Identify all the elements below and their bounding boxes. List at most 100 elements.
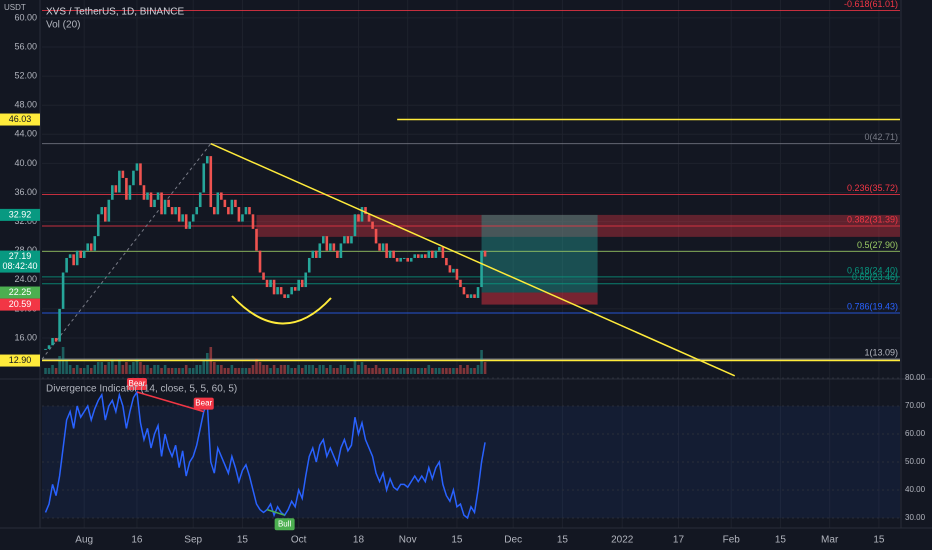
volume-bar	[329, 365, 332, 374]
candle	[406, 257, 410, 262]
candle	[388, 250, 392, 258]
volume-bar	[402, 368, 406, 374]
fib-label: 0.236(35.72)	[847, 183, 898, 193]
volume-bar	[54, 368, 58, 374]
volume-bar	[160, 368, 163, 374]
indicator-tick-label: 70.00	[905, 401, 926, 410]
fib-label: 1(13.09)	[864, 348, 898, 358]
volume-bar	[251, 365, 255, 374]
candle	[374, 228, 378, 244]
volume-bar	[480, 350, 483, 374]
price-tag-label: 46.03	[9, 114, 32, 124]
indicator-tick-label: 50.00	[905, 457, 926, 466]
price-tag	[0, 113, 40, 126]
volume-bar	[216, 365, 220, 374]
position-loss	[481, 292, 598, 305]
candle	[483, 250, 487, 257]
divergence-tag	[274, 518, 295, 531]
volume-bar	[420, 368, 424, 374]
volume-bar	[107, 362, 111, 374]
x-tick-label: Feb	[723, 535, 741, 546]
volume-bar	[79, 368, 82, 374]
candle	[75, 250, 79, 266]
candle	[336, 250, 339, 258]
candle	[357, 214, 360, 222]
volume-bar	[44, 368, 47, 374]
volume-bar	[374, 365, 378, 374]
volume-bar	[272, 365, 276, 374]
candle	[163, 199, 167, 215]
candle	[395, 257, 399, 262]
volume-bar	[230, 365, 234, 374]
candle	[125, 177, 128, 200]
volume-bar	[276, 368, 279, 374]
y-tick-label: 52.00	[14, 70, 37, 80]
volume-bar	[325, 368, 329, 374]
candle	[290, 287, 293, 295]
candle	[220, 192, 223, 200]
volume-bar	[184, 365, 188, 374]
volume-bar	[409, 368, 413, 374]
x-tick-label: 15	[557, 535, 569, 546]
candle	[262, 272, 265, 280]
volume-bar	[413, 368, 417, 374]
volume-bar	[350, 368, 353, 374]
volume-bar	[427, 365, 431, 374]
volume-bar	[181, 368, 184, 374]
candle	[413, 254, 417, 258]
volume-bar	[72, 368, 75, 374]
volume-bar	[156, 365, 160, 374]
volume-bar	[170, 368, 174, 374]
volume-bar	[213, 362, 216, 374]
indicator-tick-label: 30.00	[905, 513, 926, 522]
volume-bar	[241, 368, 244, 374]
volume-bar	[51, 365, 54, 374]
candle	[371, 221, 374, 229]
volume-bar	[114, 365, 118, 374]
currency: USDT	[4, 3, 26, 12]
candle	[156, 192, 160, 200]
annotation-curve	[231, 295, 332, 325]
price-tag	[0, 286, 40, 299]
volume-bar	[357, 365, 360, 374]
volume-bar	[367, 368, 371, 374]
axes: Aug 16 Sep 15 Oct 18 Nov 15 Dec 15 2022 17 Feb 15 Mar 1…	[0, 12, 926, 546]
candle	[265, 279, 269, 288]
volume-bar	[378, 368, 381, 374]
volume-bar	[385, 368, 388, 374]
divergence-tag	[193, 397, 214, 410]
volume-bar	[469, 368, 473, 374]
volume-bar	[125, 362, 128, 374]
divergence-tag	[126, 378, 147, 391]
candle	[237, 207, 241, 222]
candle	[198, 192, 202, 208]
volume-bar	[118, 359, 121, 374]
candle	[223, 199, 227, 208]
candle	[300, 279, 304, 288]
candle	[318, 243, 322, 258]
volume-bar	[177, 368, 181, 374]
divergence-label: Bear	[195, 399, 212, 408]
candle	[107, 199, 111, 222]
price-tag	[0, 250, 40, 273]
candle	[466, 294, 469, 298]
candle	[170, 207, 174, 215]
y-tick-label: 28.00	[14, 245, 37, 255]
candle	[258, 250, 262, 273]
x-tick-label: Dec	[504, 535, 522, 546]
candle	[364, 207, 367, 215]
volume-bar	[434, 368, 438, 374]
candle	[283, 294, 286, 298]
candle	[103, 207, 107, 222]
candle	[160, 192, 163, 215]
x-tick-label: Oct	[291, 535, 307, 546]
candle	[448, 265, 452, 273]
candle	[241, 214, 244, 222]
candle	[427, 250, 431, 258]
y-tick-label: 56.00	[14, 41, 37, 51]
volume-bar	[93, 365, 97, 374]
volume-bar	[473, 368, 476, 374]
volume-bar	[195, 365, 199, 374]
indicator-pane: Bear Bear Bull	[42, 377, 900, 531]
